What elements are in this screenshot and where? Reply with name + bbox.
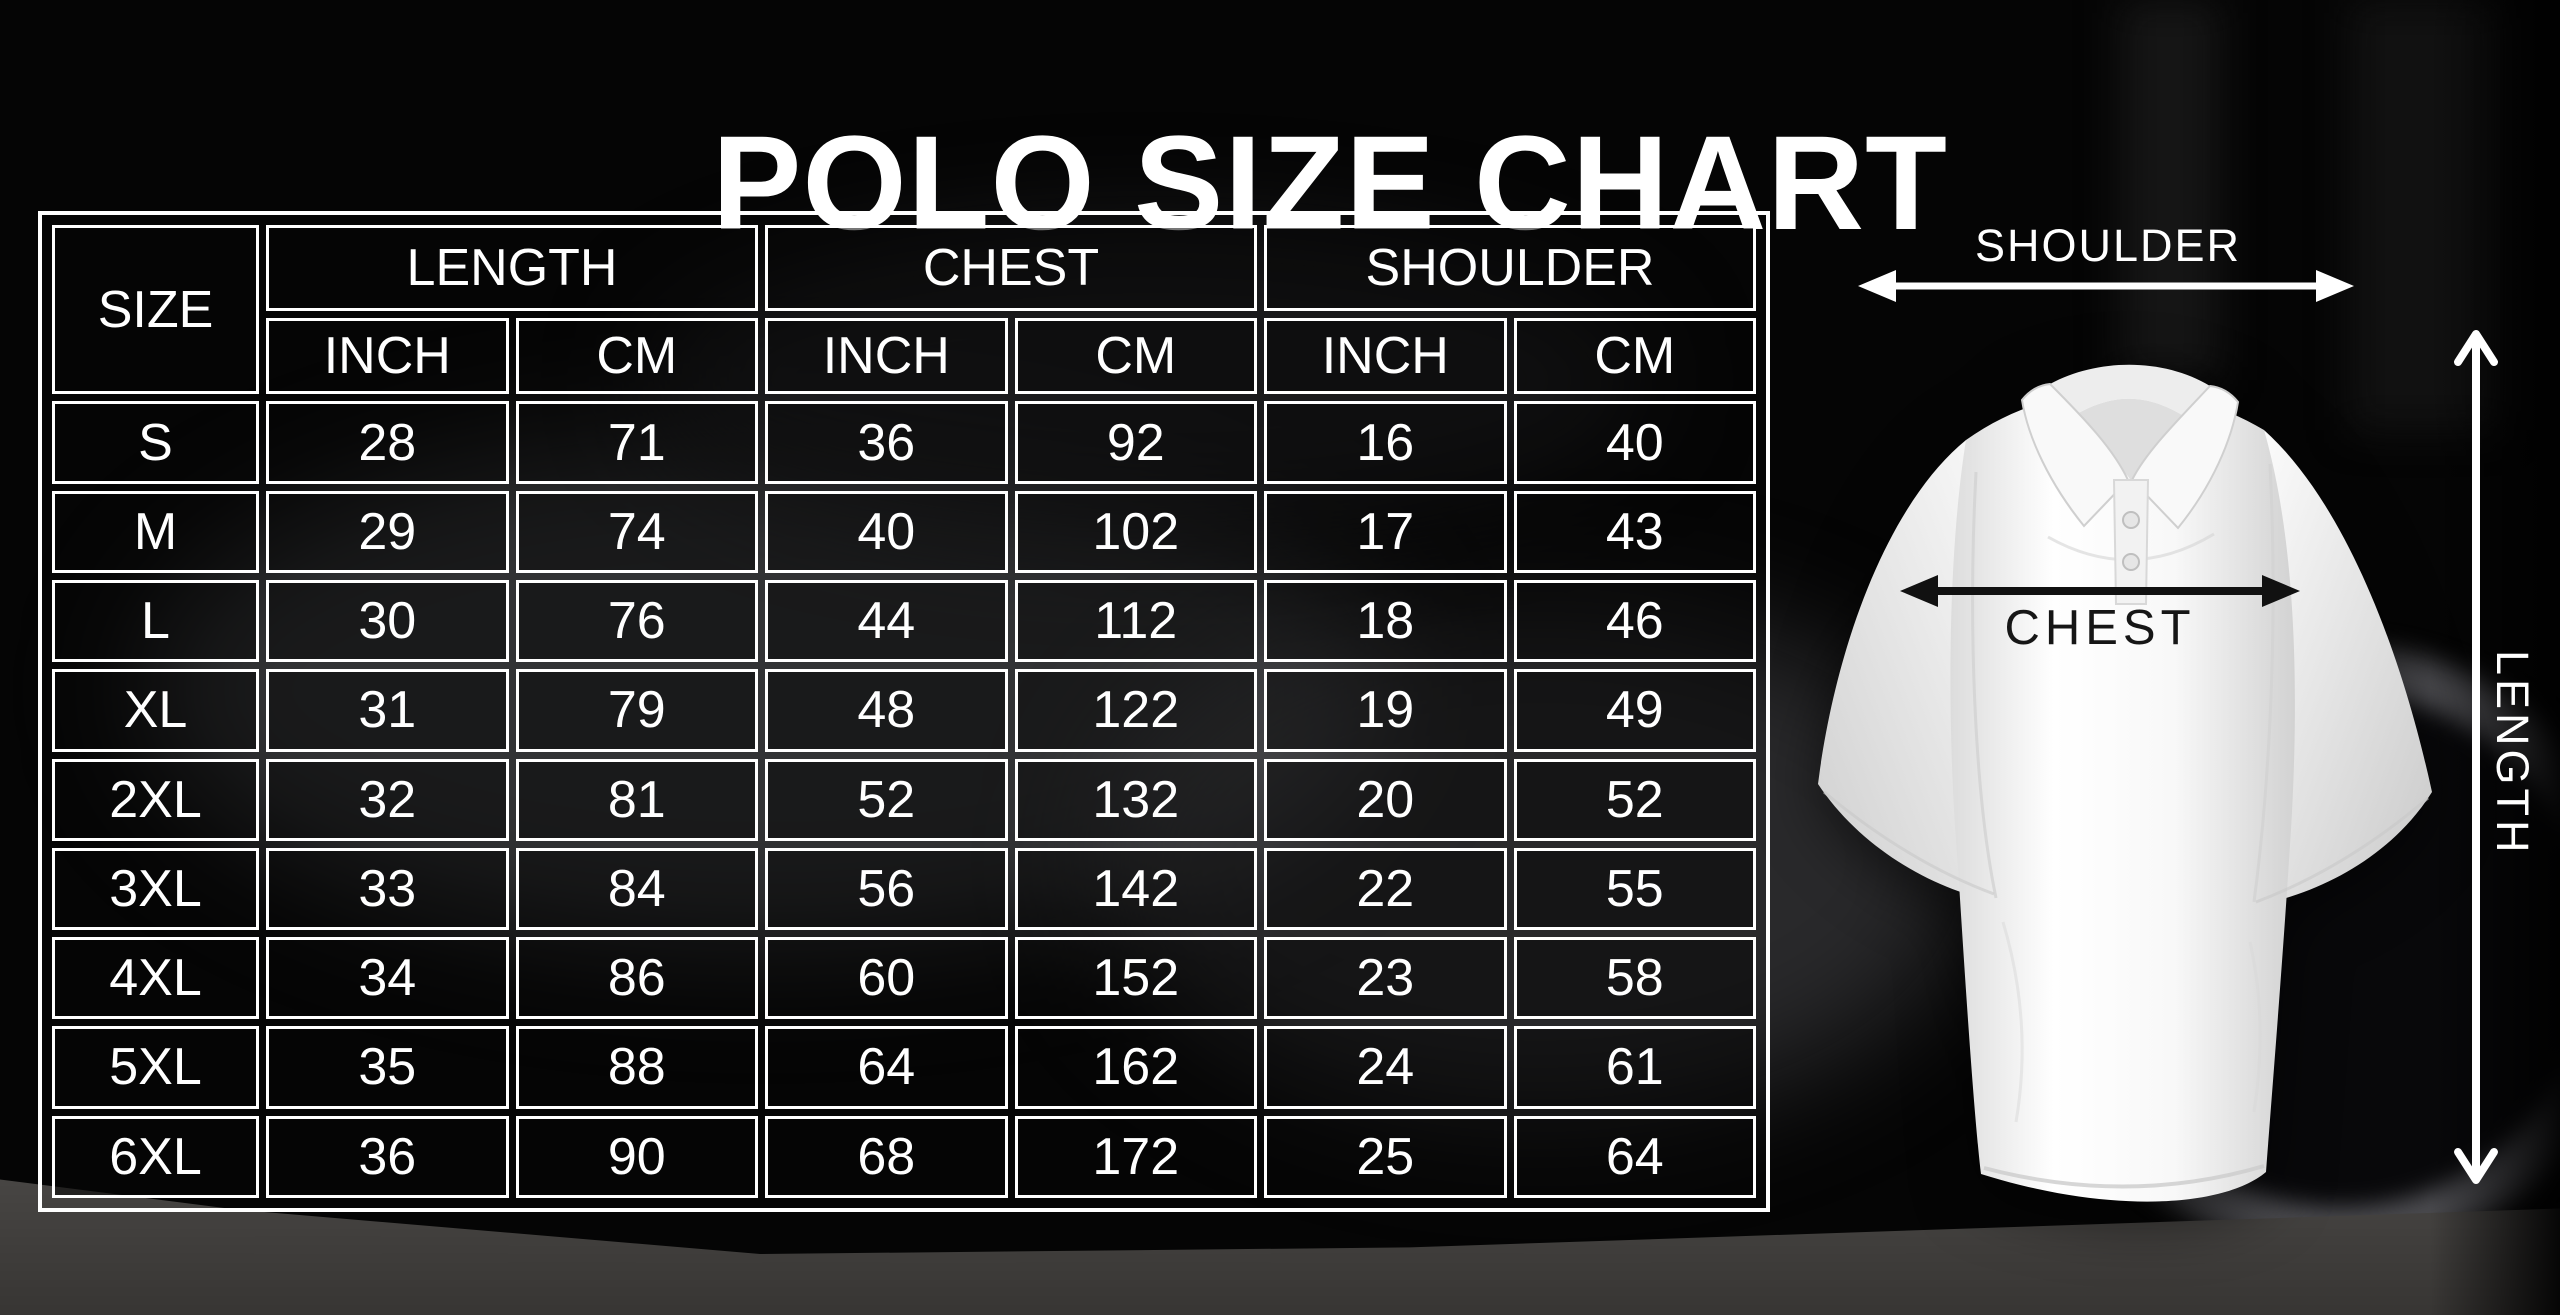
table-cell: 61 [1513,1026,1756,1109]
length-label: LENGTH [2487,649,2538,857]
table-cell: 74 [515,490,758,574]
length-inch-header: INCH [266,318,509,395]
table-cell: 132 [1014,758,1257,841]
table-cell: 60 [765,937,1008,1020]
table-cell: 86 [515,937,758,1020]
chest-measure-arrow [1900,575,2300,607]
table-cell: 58 [1513,937,1756,1020]
table-cell: 64 [765,1026,1008,1109]
size-cell: M [52,490,259,574]
length-header-cell: LENGTH [266,225,758,312]
table-cell: 112 [1014,580,1257,663]
size-cell: 3XL [52,847,259,931]
table-cell: 34 [266,937,509,1020]
table-cell: 84 [515,847,758,931]
length-cm-header: CM [515,318,758,395]
table-cell: 52 [1513,758,1756,841]
table-cell: 29 [266,490,509,574]
shoulder-measure-arrow [1858,270,2354,302]
table-row: M 29 74 40 102 17 43 [52,490,1756,574]
table-cell: 22 [1264,847,1507,931]
size-table-frame: SIZE LENGTH CHEST SHOULDER INCH CM INCH … [38,211,1770,1212]
table-cell: 16 [1264,401,1507,484]
table-cell: 49 [1513,669,1756,752]
table-cell: 20 [1264,758,1507,841]
table-cell: 142 [1014,847,1257,931]
table-cell: 152 [1014,937,1257,1020]
chest-label: CHEST [2004,601,2196,655]
size-cell: 6XL [52,1115,259,1198]
table-cell: 90 [515,1115,758,1198]
polo-shirt-illustration [1818,364,2432,1202]
size-table: SIZE LENGTH CHEST SHOULDER INCH CM INCH … [45,218,1763,1205]
chest-inch-header: INCH [765,318,1008,395]
size-cell: S [52,401,259,484]
shoulder-label: SHOULDER [1974,220,2242,271]
table-cell: 81 [515,758,758,841]
shoulder-header-cell: SHOULDER [1264,225,1756,312]
table-row: 5XL 35 88 64 162 24 61 [52,1026,1756,1109]
table-cell: 55 [1513,847,1756,931]
size-cell: XL [52,669,259,752]
chest-header-cell: CHEST [765,225,1257,312]
table-cell: 64 [1513,1115,1756,1198]
shoulder-cm-header: CM [1513,318,1756,395]
size-header-cell: SIZE [52,225,259,395]
table-cell: 76 [515,580,758,663]
table-cell: 122 [1014,669,1257,752]
table-row: 6XL 36 90 68 172 25 64 [52,1115,1756,1198]
chest-cm-header: CM [1014,318,1257,395]
size-cell: L [52,580,259,663]
size-cell: 4XL [52,937,259,1020]
table-cell: 43 [1513,490,1756,574]
table-cell: 25 [1264,1115,1507,1198]
table-cell: 40 [765,490,1008,574]
table-cell: 68 [765,1115,1008,1198]
table-cell: 88 [515,1026,758,1109]
table-row: 4XL 34 86 60 152 23 58 [52,937,1756,1020]
size-cell: 2XL [52,758,259,841]
length-measure-arrow [2454,330,2498,1184]
table-cell: 52 [765,758,1008,841]
table-cell: 18 [1264,580,1507,663]
table-cell: 46 [1513,580,1756,663]
table-row: 3XL 33 84 56 142 22 55 [52,847,1756,931]
table-cell: 102 [1014,490,1257,574]
table-cell: 19 [1264,669,1507,752]
table-cell: 17 [1264,490,1507,574]
table-cell: 35 [266,1026,509,1109]
table-cell: 30 [266,580,509,663]
table-cell: 71 [515,401,758,484]
table-cell: 36 [765,401,1008,484]
table-cell: 48 [765,669,1008,752]
table-cell: 32 [266,758,509,841]
table-row: S 28 71 36 92 16 40 [52,401,1756,484]
table-cell: 31 [266,669,509,752]
table-cell: 28 [266,401,509,484]
shoulder-inch-header: INCH [1264,318,1507,395]
table-cell: 79 [515,669,758,752]
size-cell: 5XL [52,1026,259,1109]
table-cell: 172 [1014,1115,1257,1198]
table-cell: 23 [1264,937,1507,1020]
table-cell: 92 [1014,401,1257,484]
table-cell: 36 [266,1115,509,1198]
table-cell: 44 [765,580,1008,663]
table-cell: 56 [765,847,1008,931]
table-cell: 162 [1014,1026,1257,1109]
table-row: XL 31 79 48 122 19 49 [52,669,1756,752]
table-row: 2XL 32 81 52 132 20 52 [52,758,1756,841]
table-row: L 30 76 44 112 18 46 [52,580,1756,663]
table-cell: 33 [266,847,509,931]
table-cell: 40 [1513,401,1756,484]
table-cell: 24 [1264,1026,1507,1109]
